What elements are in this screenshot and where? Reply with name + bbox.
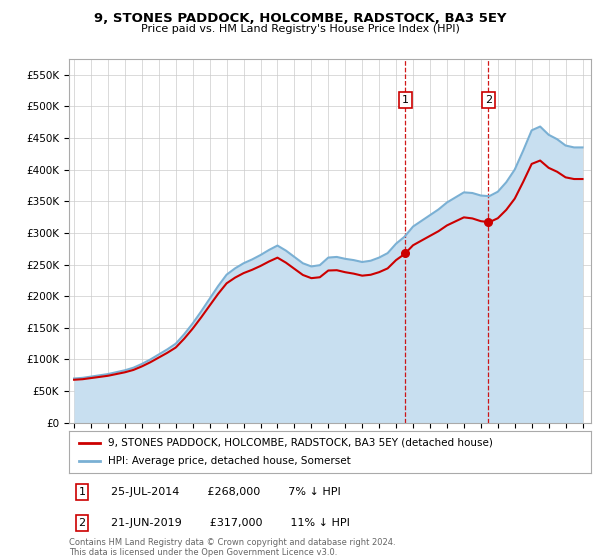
Text: Price paid vs. HM Land Registry's House Price Index (HPI): Price paid vs. HM Land Registry's House … — [140, 24, 460, 34]
Text: 25-JUL-2014        £268,000        7% ↓ HPI: 25-JUL-2014 £268,000 7% ↓ HPI — [111, 487, 341, 497]
Text: 9, STONES PADDOCK, HOLCOMBE, RADSTOCK, BA3 5EY: 9, STONES PADDOCK, HOLCOMBE, RADSTOCK, B… — [94, 12, 506, 25]
Text: 2: 2 — [79, 518, 86, 528]
Text: 21-JUN-2019        £317,000        11% ↓ HPI: 21-JUN-2019 £317,000 11% ↓ HPI — [111, 518, 350, 528]
Text: HPI: Average price, detached house, Somerset: HPI: Average price, detached house, Some… — [108, 456, 351, 466]
Text: 2: 2 — [485, 95, 492, 105]
Text: 9, STONES PADDOCK, HOLCOMBE, RADSTOCK, BA3 5EY (detached house): 9, STONES PADDOCK, HOLCOMBE, RADSTOCK, B… — [108, 438, 493, 448]
Text: 1: 1 — [79, 487, 86, 497]
Text: 1: 1 — [402, 95, 409, 105]
Text: Contains HM Land Registry data © Crown copyright and database right 2024.
This d: Contains HM Land Registry data © Crown c… — [69, 538, 395, 557]
